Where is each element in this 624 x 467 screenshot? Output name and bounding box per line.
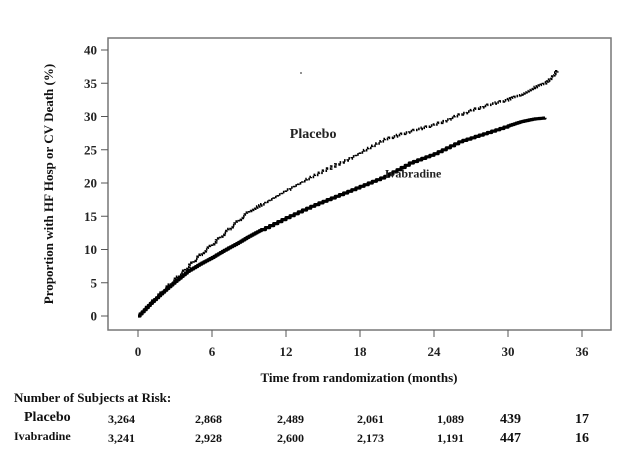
risk-value: 2,868: [195, 412, 222, 426]
risk-value: 2,928: [195, 431, 222, 445]
series-line-ivabradine: [138, 116, 547, 318]
x-tick-label: 36: [576, 344, 590, 359]
risk-value: 2,173: [357, 431, 384, 445]
annotations: Placebo Ivabradine: [290, 127, 442, 181]
y-tick-label: 5: [91, 275, 98, 290]
x-axis-title: Time from randomization (months): [260, 370, 457, 385]
risk-value: 1,089: [437, 412, 464, 426]
y-tick-label: 30: [84, 109, 97, 124]
y-tick-label: 35: [84, 76, 98, 91]
y-axis: 0 5 10 15 20 25 30 35 40: [84, 43, 108, 324]
series-line-placebo: [138, 69, 559, 318]
y-tick-label: 15: [84, 209, 98, 224]
x-tick-label: 0: [135, 344, 142, 359]
x-axis: 0 6 12 18 24 30 36: [135, 330, 589, 359]
risk-value: 1,191: [437, 431, 464, 445]
x-tick-label: 6: [209, 344, 216, 359]
series-group: [138, 69, 559, 318]
y-tick-label: 0: [91, 309, 98, 324]
x-tick-label: 30: [502, 344, 515, 359]
risk-value: 2,489: [277, 412, 304, 426]
x-tick-label: 24: [428, 344, 442, 359]
risk-value: 3,264: [108, 412, 135, 426]
risk-row-label: Placebo: [24, 410, 71, 425]
x-tick-label: 18: [354, 344, 368, 359]
risk-table-title: Number of Subjects at Risk:: [14, 390, 172, 405]
risk-value: 439: [500, 412, 521, 427]
y-tick-label: 10: [84, 242, 97, 257]
annotation-placebo: Placebo: [290, 127, 337, 142]
risk-value: 16: [575, 431, 589, 446]
risk-value: 2,600: [277, 431, 304, 445]
risk-value: 447: [500, 431, 521, 446]
y-tick-label: 25: [84, 142, 98, 157]
annotation-ivabradine: Ivabradine: [385, 167, 442, 181]
risk-value: 2,061: [357, 412, 384, 426]
risk-value: 17: [575, 412, 589, 427]
risk-row-label: Ivabradine: [14, 429, 71, 443]
plot-frame: [107, 37, 612, 331]
risk-value: 3,241: [108, 431, 135, 445]
y-axis-title: Proportion with HF Hosp or CV Death (%): [41, 64, 56, 304]
y-tick-label: 20: [84, 176, 97, 191]
y-tick-label: 40: [84, 43, 97, 58]
x-tick-label: 12: [280, 344, 293, 359]
stray-dot: [300, 72, 302, 74]
